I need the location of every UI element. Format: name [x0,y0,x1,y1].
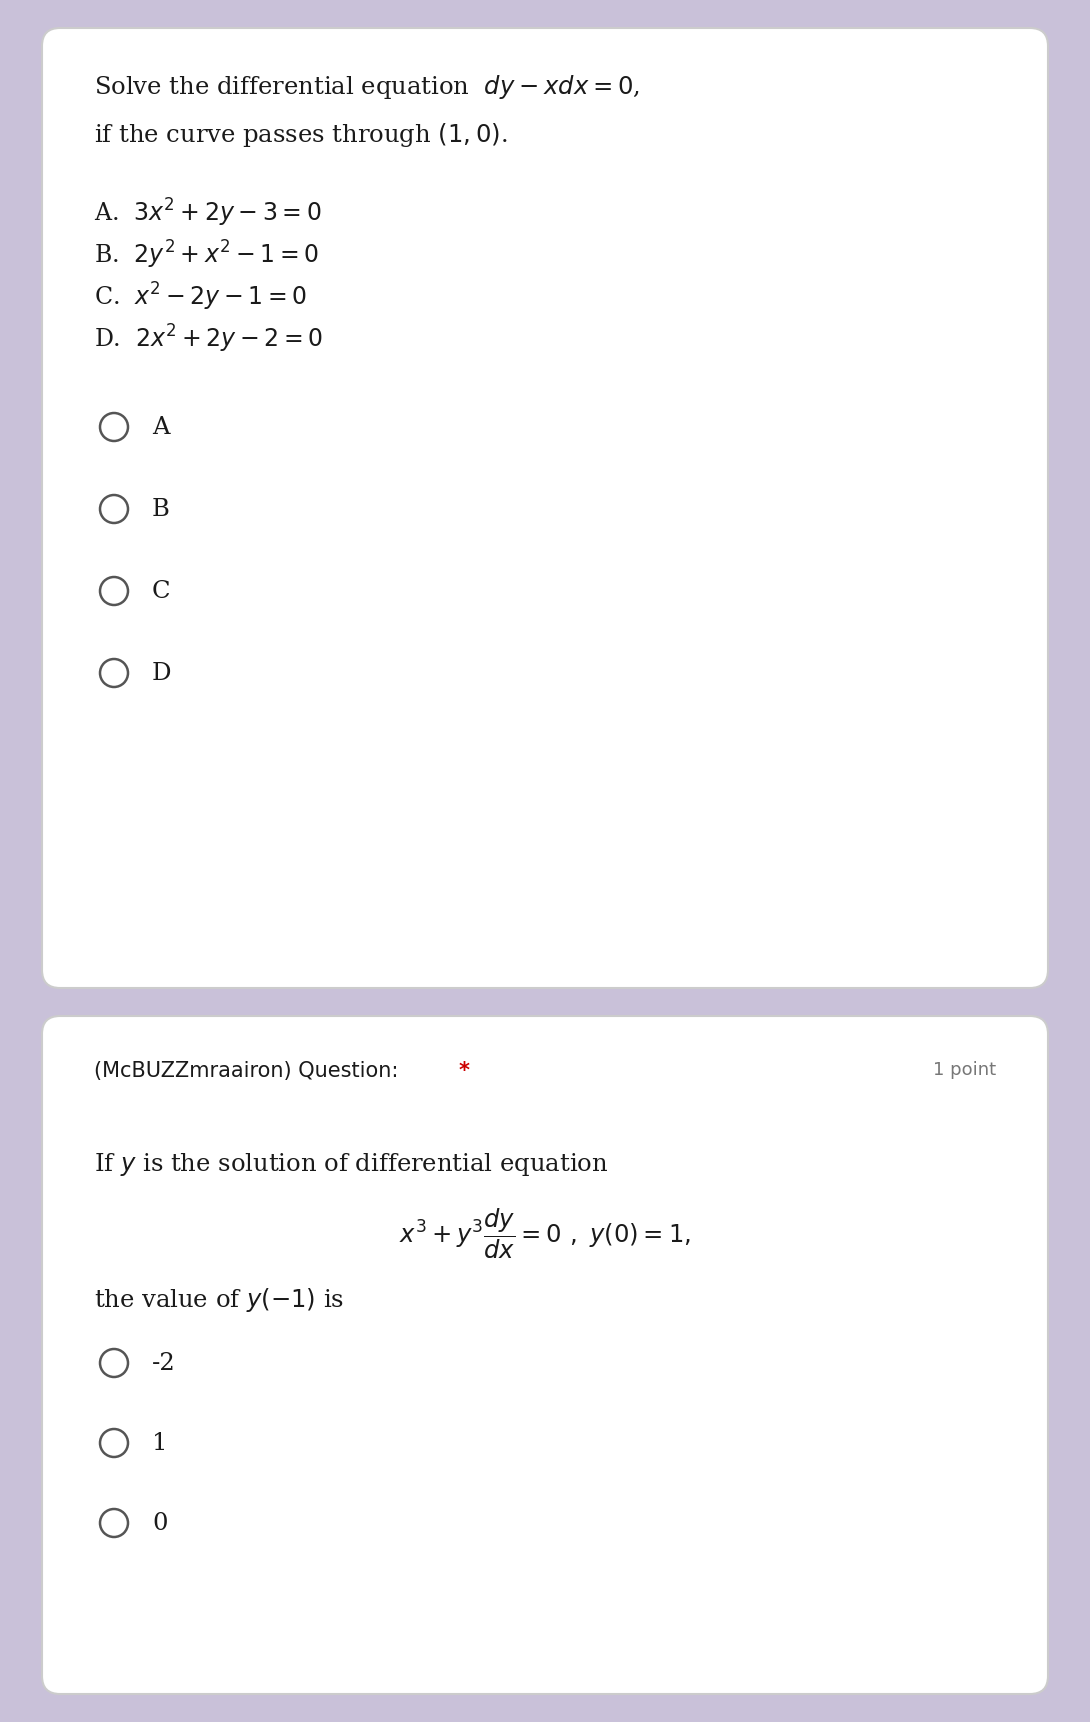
Text: $x^3 + y^3 \dfrac{dy}{dx} = 0\ ,\ y(0) = 1,$: $x^3 + y^3 \dfrac{dy}{dx} = 0\ ,\ y(0) =… [399,1205,691,1261]
Text: 0: 0 [152,1512,168,1534]
Text: the value of $y(-1)$ is: the value of $y(-1)$ is [94,1286,344,1314]
FancyBboxPatch shape [43,28,1047,988]
Text: D.  $2x^2 + 2y - 2 = 0$: D. $2x^2 + 2y - 2 = 0$ [94,324,324,355]
Text: 1: 1 [152,1431,168,1455]
Text: (McBUZZmraairon) Question:: (McBUZZmraairon) Question: [94,1061,398,1081]
Text: -2: -2 [152,1352,175,1374]
Text: B: B [152,498,170,520]
Text: if the curve passes through $(1,0)$.: if the curve passes through $(1,0)$. [94,121,508,150]
Text: 1 point: 1 point [933,1061,996,1080]
Text: B.  $2y^2 + x^2 - 1 = 0$: B. $2y^2 + x^2 - 1 = 0$ [94,239,319,270]
Text: A.  $3x^2 + 2y - 3 = 0$: A. $3x^2 + 2y - 3 = 0$ [94,196,322,229]
FancyBboxPatch shape [43,1016,1047,1694]
Text: *: * [459,1061,470,1081]
Text: If $y$ is the solution of differential equation: If $y$ is the solution of differential e… [94,1150,608,1178]
Text: A: A [152,415,170,439]
Text: D: D [152,661,171,685]
Text: Solve the differential equation  $dy - xdx = 0$,: Solve the differential equation $dy - xd… [94,72,640,102]
Text: C: C [152,580,171,603]
Text: C.  $x^2 - 2y - 1 = 0$: C. $x^2 - 2y - 1 = 0$ [94,281,307,313]
